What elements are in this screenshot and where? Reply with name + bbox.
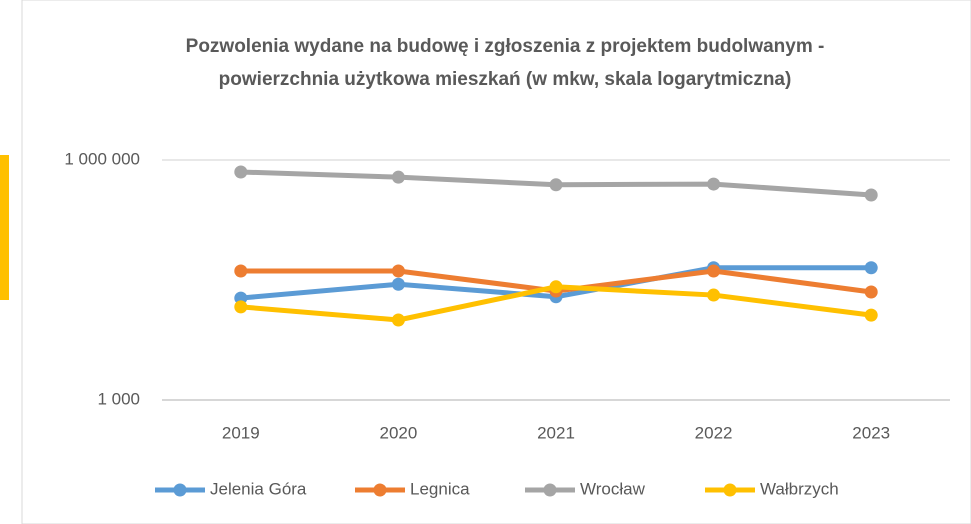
data-point [864, 308, 878, 322]
chart-title: Pozwolenia wydane na budowę i zgłoszenia… [185, 36, 825, 90]
y-tick-label: 1 000 [97, 389, 140, 408]
legend-marker [173, 483, 187, 497]
x-tick-label: 2021 [537, 423, 575, 442]
y-tick-label: 1 000 000 [64, 149, 140, 168]
legend-label: Wałbrzych [760, 479, 839, 498]
data-point [234, 165, 248, 179]
data-point [234, 264, 248, 278]
x-tick-label: 2019 [222, 423, 260, 442]
legend-marker [543, 483, 557, 497]
x-tick-label: 2020 [379, 423, 417, 442]
data-point [549, 280, 563, 294]
data-point [707, 264, 721, 278]
x-tick-label: 2023 [852, 423, 890, 442]
legend-label: Jelenia Góra [210, 479, 307, 498]
data-point [707, 177, 721, 191]
data-point [391, 170, 405, 184]
data-point [234, 300, 248, 314]
data-point [391, 313, 405, 327]
data-point [707, 288, 721, 302]
data-point [864, 261, 878, 275]
legend-label: Wrocław [580, 479, 646, 498]
accent-bar [0, 155, 9, 300]
legend-label: Legnica [410, 479, 470, 498]
data-point [864, 285, 878, 299]
data-point [864, 188, 878, 202]
data-point [391, 264, 405, 278]
x-tick-label: 2022 [695, 423, 733, 442]
chart-border [21, 0, 971, 524]
legend-marker [373, 483, 387, 497]
legend-marker [723, 483, 737, 497]
data-point [391, 277, 405, 291]
data-point [549, 178, 563, 192]
